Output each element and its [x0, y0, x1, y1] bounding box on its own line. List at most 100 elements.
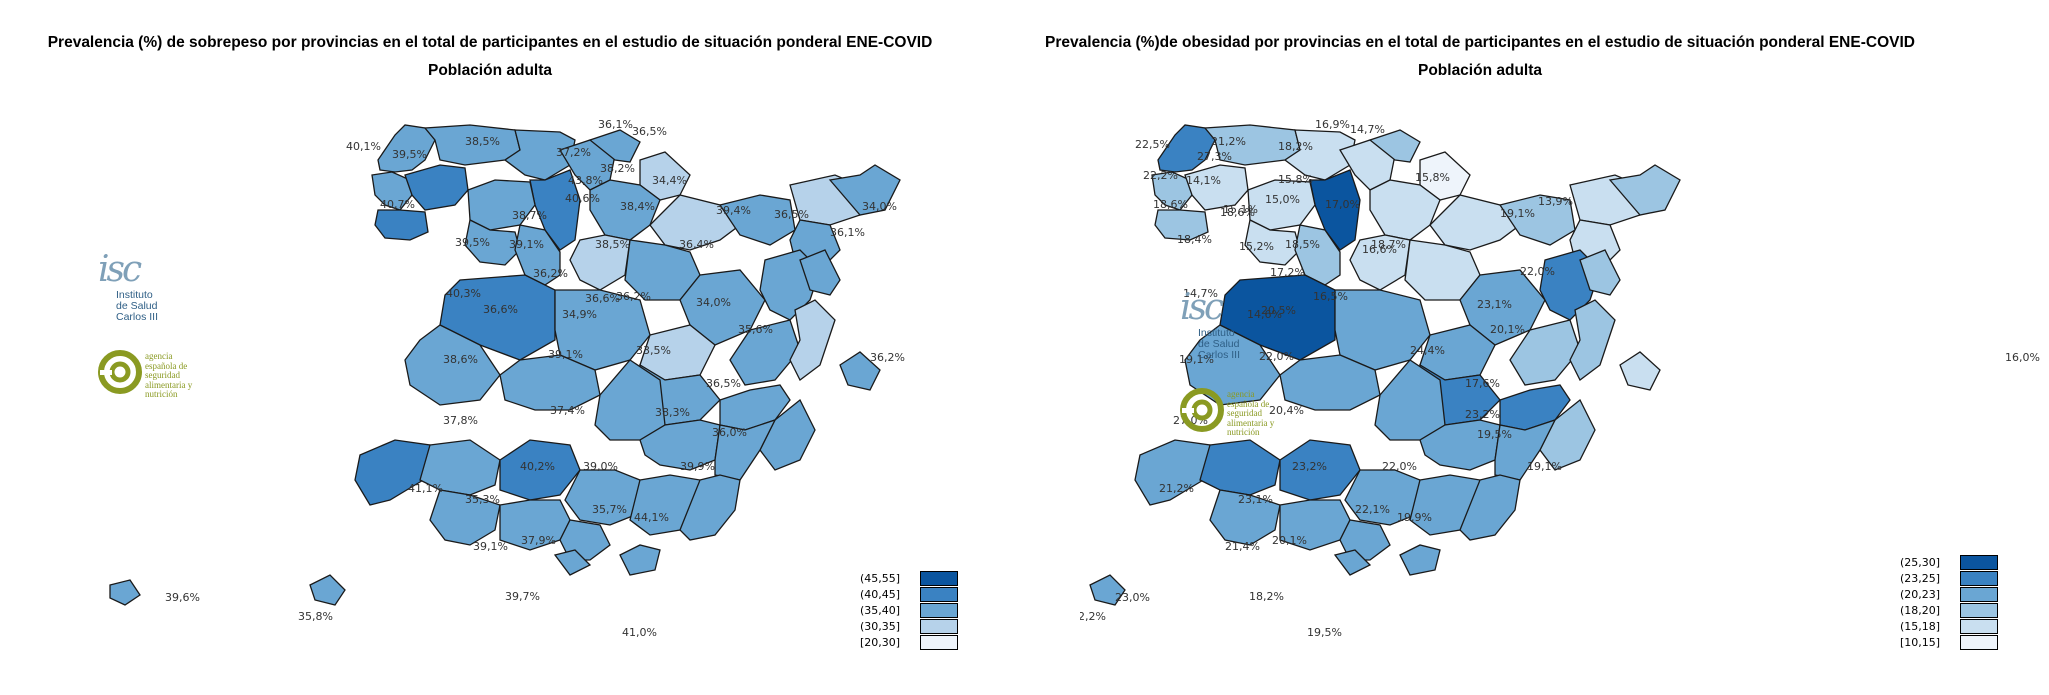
province-region	[569, 234, 631, 291]
aesan-logo-line: seguridad	[1227, 408, 1262, 418]
province-value-label: 15,8%	[1415, 171, 1450, 184]
province-region	[799, 249, 841, 296]
province-value-label: 34,0%	[696, 296, 731, 309]
province-value-label: 18,6%	[1153, 198, 1188, 211]
province-value-label: 21,2%	[1159, 482, 1194, 495]
legend-item: (35,40]	[860, 602, 958, 618]
province-region	[729, 319, 801, 386]
province-value-label: 22,2%	[1080, 610, 1106, 623]
legend-swatch	[1960, 602, 1998, 618]
province-value-label: 15,2%	[1239, 240, 1274, 253]
province-value-label: 36,6%	[483, 303, 518, 316]
province-value-label: 22,0%	[1382, 460, 1417, 473]
province-region	[374, 209, 429, 241]
province-region	[1344, 469, 1421, 526]
province-value-label: 17,2%	[1270, 266, 1305, 279]
province-value-label: 15,8%	[1278, 173, 1313, 186]
province-region	[529, 169, 581, 251]
isc-logo-mark: isc	[98, 249, 142, 290]
province-value-label: 24,4%	[1410, 344, 1445, 357]
province-value-label: 35,3%	[465, 493, 500, 506]
aesan-logo-line: seguridad	[145, 370, 180, 380]
legend-item: (30,35]	[860, 618, 958, 634]
province-value-label: 39,0%	[583, 460, 618, 473]
province-region	[1509, 319, 1581, 386]
isc-logo: isc Instituto de Salud Carlos III	[1180, 290, 1240, 361]
legend-swatch	[920, 634, 958, 650]
province-value-label: 21,4%	[1225, 540, 1260, 553]
province-region	[1333, 549, 1372, 576]
legend-label: (20,23]	[1900, 587, 1941, 601]
legend-item: [10,15]	[1900, 634, 1998, 650]
isc-logo-line: Carlos III	[116, 311, 159, 323]
isc-logo-mark: isc	[1180, 287, 1224, 328]
province-value-label: 18,7%	[1371, 238, 1406, 251]
province-value-label: 19,1%	[1527, 460, 1562, 473]
province-value-label: 38,5%	[595, 238, 630, 251]
province-value-label: 22,2%	[1143, 169, 1178, 182]
legend-item: (20,23]	[1900, 586, 1998, 602]
province-region	[1619, 351, 1661, 391]
legend-label: (45,55]	[860, 571, 901, 585]
province-value-label: 18,4%	[1177, 233, 1212, 246]
province-value-label: 19,5%	[1477, 428, 1512, 441]
province-value-label: 16,5%	[1313, 290, 1348, 303]
province-region	[1334, 289, 1431, 371]
aesan-spiral-icon	[98, 350, 142, 394]
province-region	[1459, 269, 1546, 346]
province-value-label: 36,5%	[632, 125, 667, 138]
province-region	[1399, 544, 1441, 576]
province-value-label: 43,8%	[568, 174, 603, 187]
province-value-label: 17,0%	[1325, 198, 1360, 211]
province-value-label: 22,5%	[1135, 138, 1170, 151]
province-value-label: 34,0%	[862, 200, 897, 213]
province-value-label: 16,9%	[1315, 118, 1350, 131]
province-value-label: 23,1%	[1238, 493, 1273, 506]
province-value-label: 16,6%	[1362, 243, 1397, 256]
province-region	[1157, 124, 1216, 173]
aesan-logo-line: alimentaria y	[145, 379, 193, 390]
province-region	[514, 224, 561, 286]
province-value-label: 16,0%	[2005, 351, 2040, 364]
province-region	[1244, 219, 1301, 266]
province-value-label: 22,1%	[1355, 503, 1390, 516]
map-panel-obesidad: Prevalencia (%)de obesidad por provincia…	[1045, 0, 2049, 695]
province-value-label: 23,2%	[1465, 408, 1500, 421]
province-region	[1294, 224, 1341, 286]
province-value-label: 27,3%	[1197, 150, 1232, 163]
legend-label: (15,18]	[1900, 619, 1941, 633]
province-region	[419, 439, 501, 496]
province-region	[1154, 209, 1209, 241]
province-value-label: 35,6%	[738, 323, 773, 336]
map-panel-sobrepeso: Prevalencia (%) de sobrepeso por provinc…	[0, 0, 1000, 695]
province-value-label: 38,2%	[600, 162, 635, 175]
province-value-label: 38,6%	[443, 353, 478, 366]
legend-item: (23,25]	[1900, 570, 1998, 586]
province-region	[1134, 439, 1221, 506]
province-region	[1279, 439, 1361, 501]
aesan-logo: agencia española de seguridad alimentari…	[1180, 388, 1274, 438]
map-title: Prevalencia (%) de sobrepeso por provinc…	[47, 34, 933, 51]
aesan-spiral-icon	[1180, 388, 1224, 432]
aesan-logo: agencia española de seguridad alimentari…	[98, 350, 192, 400]
legend-swatch	[1960, 570, 1998, 586]
province-value-label: 38,4%	[620, 200, 655, 213]
legend-item: (15,18]	[1900, 618, 1998, 634]
province-value-label: 18,2%	[1278, 140, 1313, 153]
aesan-logo-line: española de	[145, 360, 188, 371]
province-region	[588, 129, 641, 163]
legend-swatch	[920, 570, 958, 586]
legend-label: (23,25]	[1900, 571, 1941, 585]
province-region	[464, 219, 521, 266]
province-value-label: 38,7%	[512, 209, 547, 222]
province-value-label: 36,6%	[585, 292, 620, 305]
province-value-label: 44,1%	[634, 511, 669, 524]
province-value-label: 40,2%	[520, 460, 555, 473]
province-value-label: 40,6%	[565, 192, 600, 205]
province-value-label: 21,2%	[1211, 135, 1246, 148]
aesan-logo-line: alimentaria y	[1227, 417, 1275, 428]
province-value-label: 36,4%	[679, 238, 714, 251]
province-region	[109, 579, 141, 606]
province-value-label: 23,0%	[1115, 591, 1150, 604]
province-value-label: 36,2%	[533, 267, 568, 280]
